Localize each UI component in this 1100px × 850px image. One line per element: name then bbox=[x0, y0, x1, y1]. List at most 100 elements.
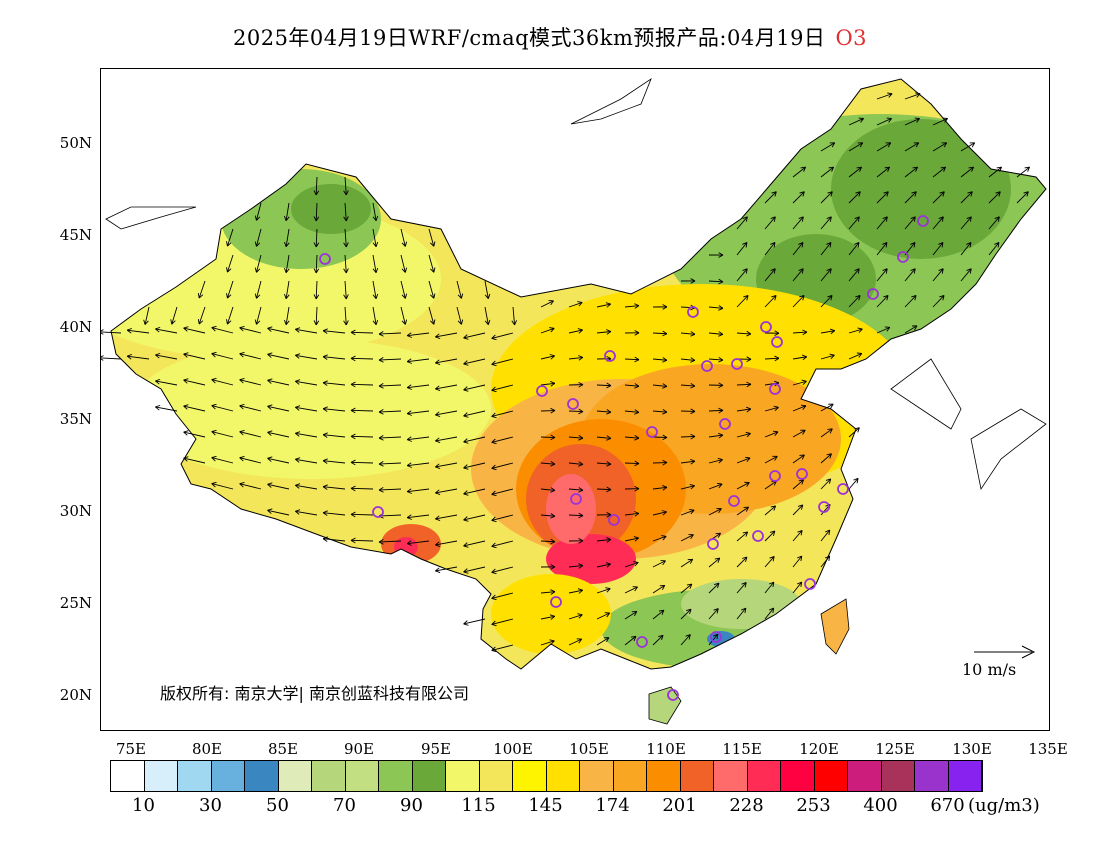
colorbar-swatch bbox=[513, 761, 547, 791]
wind-arrow-icon bbox=[540, 354, 555, 360]
wind-arrow-icon bbox=[932, 117, 948, 126]
wind-arrow-icon bbox=[848, 327, 863, 334]
wind-arrow-icon bbox=[254, 228, 262, 247]
colorbar-swatch bbox=[144, 761, 178, 791]
wind-arrow-icon bbox=[155, 352, 178, 360]
wind-arrow-icon bbox=[596, 329, 612, 335]
wind-arrow-icon bbox=[343, 254, 349, 274]
wind-arrow-icon bbox=[322, 406, 346, 412]
station-circle-icon bbox=[687, 306, 699, 318]
wind-arrow-icon bbox=[876, 92, 893, 100]
wind-arrow-icon bbox=[378, 409, 402, 415]
wind-arrow-icon bbox=[708, 432, 724, 439]
wind-arrow-icon bbox=[848, 142, 864, 152]
colorbar-swatch bbox=[915, 761, 949, 791]
colorbar-tick-label: 670 bbox=[930, 795, 965, 816]
wind-arrow-icon bbox=[736, 582, 747, 594]
wind-arrow-icon bbox=[254, 202, 262, 221]
wind-arrow-icon bbox=[463, 618, 486, 626]
station-circle-icon bbox=[719, 418, 731, 430]
station-circle-icon bbox=[796, 468, 808, 480]
wind-arrow-icon bbox=[876, 142, 892, 152]
wind-arrow-icon bbox=[484, 280, 491, 299]
wind-arrow-icon bbox=[904, 325, 918, 334]
wind-arrow-icon bbox=[378, 383, 402, 389]
wind-arrow-icon bbox=[101, 329, 122, 335]
wind-arrow-icon bbox=[463, 384, 486, 392]
wind-arrow-icon bbox=[932, 295, 945, 308]
wind-arrow-icon bbox=[343, 228, 349, 248]
station-circle-icon bbox=[570, 493, 582, 505]
wind-arrow-icon bbox=[876, 326, 891, 334]
colorbar-swatch bbox=[312, 761, 346, 791]
wind-arrow-icon bbox=[876, 295, 889, 308]
wind-arrow-icon bbox=[764, 191, 777, 204]
wind-arrow-icon bbox=[820, 353, 835, 360]
wind-arrow-icon bbox=[463, 488, 486, 496]
wind-arrow-icon bbox=[267, 404, 290, 412]
station-circle-icon bbox=[707, 538, 719, 550]
wind-arrow-icon bbox=[463, 566, 486, 574]
wind-arrow-icon bbox=[491, 332, 514, 341]
wind-arrow-icon bbox=[226, 306, 234, 325]
lon-label: 85E bbox=[267, 740, 299, 758]
wind-arrow-icon bbox=[350, 329, 374, 336]
wind-arrow-icon bbox=[491, 462, 514, 471]
wind-arrow-icon bbox=[491, 618, 514, 627]
wind-arrow-icon bbox=[126, 353, 150, 360]
wind-arrow-icon bbox=[792, 454, 805, 464]
wind-arrow-icon bbox=[820, 453, 832, 464]
station-circle-icon bbox=[752, 530, 764, 542]
wind-arrow-icon bbox=[848, 268, 860, 282]
hainan-island bbox=[648, 686, 682, 725]
lake-outline bbox=[570, 77, 652, 125]
wind-arrow-icon bbox=[239, 429, 262, 438]
wind-arrow-icon bbox=[267, 482, 290, 490]
wind-arrow-icon bbox=[350, 511, 374, 518]
wind-arrow-icon bbox=[624, 561, 639, 568]
wind-arrow-icon bbox=[540, 513, 556, 519]
wind-arrow-icon bbox=[708, 407, 724, 414]
map-panel bbox=[100, 68, 1050, 731]
colorbar-swatch bbox=[278, 761, 312, 791]
wind-arrow-icon bbox=[820, 555, 831, 568]
wind-arrow-icon bbox=[680, 458, 696, 465]
wind-arrow-icon bbox=[372, 254, 379, 274]
wind-arrow-icon bbox=[736, 556, 748, 568]
station-circle-icon bbox=[319, 253, 331, 265]
wind-arrow-icon bbox=[680, 483, 695, 490]
wind-arrow-icon bbox=[350, 485, 374, 492]
wind-arrow-icon bbox=[568, 381, 584, 388]
wind-arrow-icon bbox=[848, 216, 860, 230]
wind-arrow-icon bbox=[764, 530, 776, 542]
wind-arrow-icon bbox=[435, 358, 458, 365]
wind-arrow-icon bbox=[876, 117, 892, 126]
wind-arrow-icon bbox=[680, 433, 696, 440]
wind-arrow-icon bbox=[491, 436, 514, 445]
colorbar-swatch bbox=[580, 761, 614, 791]
wind-arrow-icon bbox=[406, 462, 430, 468]
colorbar-tick-label: 70 bbox=[333, 795, 356, 816]
wind-arrow-icon bbox=[792, 479, 804, 490]
wind-arrow-icon bbox=[226, 228, 234, 247]
colorbar-swatch bbox=[412, 761, 446, 791]
wind-arrow-icon bbox=[254, 280, 262, 299]
wind-arrow-icon bbox=[406, 358, 430, 364]
wind-arrow-icon bbox=[568, 487, 584, 493]
wind-arrow-icon bbox=[491, 540, 514, 549]
wind-arrow-icon bbox=[596, 612, 611, 620]
wind-arrow-icon bbox=[736, 506, 749, 516]
wind-arrow-icon bbox=[540, 434, 556, 441]
station-circle-icon bbox=[731, 358, 743, 370]
wind-arrow-icon bbox=[540, 614, 556, 620]
colorbar-swatch bbox=[379, 761, 413, 791]
wind-arrow-icon bbox=[960, 216, 972, 230]
colorbar-swatch bbox=[211, 761, 245, 791]
wind-arrow-icon bbox=[932, 268, 944, 282]
wind-arrow-icon bbox=[463, 358, 486, 366]
wind-arrow-icon bbox=[322, 484, 346, 490]
wind-arrow-icon bbox=[988, 242, 1000, 256]
wind-arrow-icon bbox=[491, 592, 514, 601]
wind-arrow-icon bbox=[848, 352, 863, 360]
colorbar-swatch bbox=[948, 761, 982, 791]
